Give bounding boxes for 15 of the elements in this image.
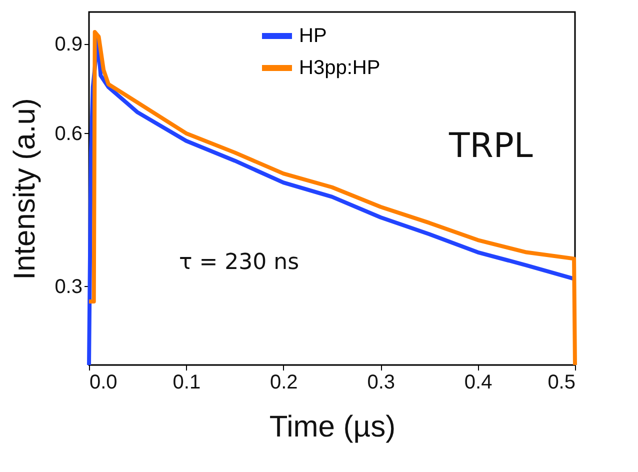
y-tick-label: 0.3: [54, 276, 82, 298]
annotation: TRPL: [448, 126, 533, 166]
annotation: τ = 230 ns: [179, 250, 300, 275]
x-tick-label: 0.4: [464, 372, 492, 394]
legend-label: HP: [299, 25, 327, 47]
x-tick-label: 0.5: [548, 372, 576, 394]
x-axis-title: Time (µs): [269, 410, 396, 444]
x-tick-label: 0.2: [270, 372, 298, 394]
x-tick-label: 0.0: [90, 372, 118, 394]
x-tick-label: 0.3: [367, 372, 396, 394]
y-axis-title: Intensity (a.u): [8, 98, 42, 280]
y-tick-label: 0.9: [54, 33, 82, 56]
legend-label: H3pp:HP: [299, 57, 380, 79]
x-tick-label: 0.1: [172, 372, 201, 394]
y-tick-label: 0.6: [54, 122, 82, 145]
